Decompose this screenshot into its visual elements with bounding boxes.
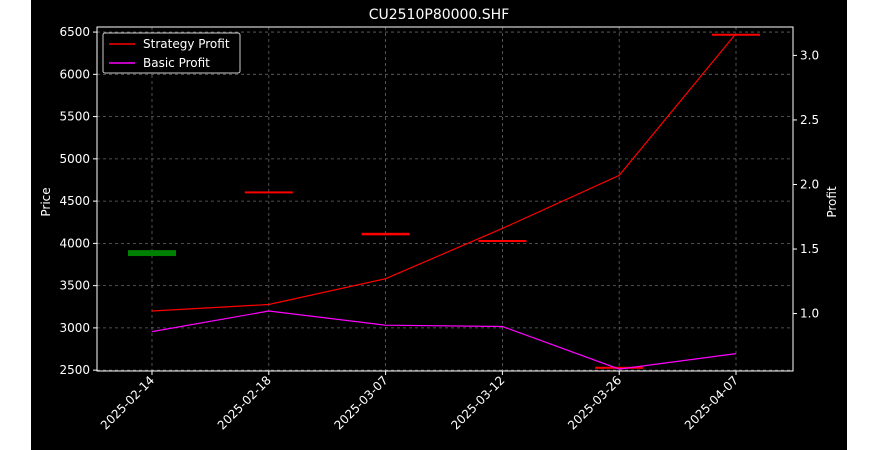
candle-body [478,239,527,242]
price-candles [128,33,760,369]
grid-lines [97,27,793,371]
figure-background [31,0,847,450]
legend-label: Strategy Profit [143,37,230,51]
right-tick-label: 2.0 [800,177,819,191]
series-line-basic-profit [151,310,737,370]
left-tick-label: 3500 [59,279,90,293]
left-tick-label: 2500 [59,363,90,377]
left-tick-label: 6500 [59,25,90,39]
candle-body [361,232,410,236]
left-axis-ticks: 2500 3000 3500 4000 4500 5000 5500 6000 6500 [59,25,97,377]
legend: Strategy Profit Basic Profit [102,32,241,74]
left-tick-label: 6000 [59,67,90,81]
left-tick-label: 3000 [59,321,90,335]
right-tick-label: 1.0 [800,307,819,321]
right-tick-label: 1.5 [800,242,819,256]
right-axis-label: Profit [825,186,839,218]
chart-title: CU2510P80000.SHF [369,7,510,23]
candle-body [712,33,760,36]
left-tick-label: 4500 [59,194,90,208]
left-tick-label: 4000 [59,236,90,250]
legend-label: Basic Profit [143,56,210,70]
candle-body [128,250,176,257]
candle-body [244,191,293,194]
candle-body [595,366,644,369]
legend-box [102,32,241,74]
left-axis-label: Price [39,187,53,216]
series-line-strategy-profit [151,33,737,312]
right-tick-label: 3.0 [800,48,819,62]
right-axis-ticks: 1.0 1.5 2.0 2.5 3.0 [793,48,819,321]
plot-frame [96,26,794,372]
left-tick-label: 5000 [59,152,90,166]
left-tick-label: 5500 [59,110,90,124]
right-tick-label: 2.5 [800,113,819,127]
profit-series [151,33,737,370]
